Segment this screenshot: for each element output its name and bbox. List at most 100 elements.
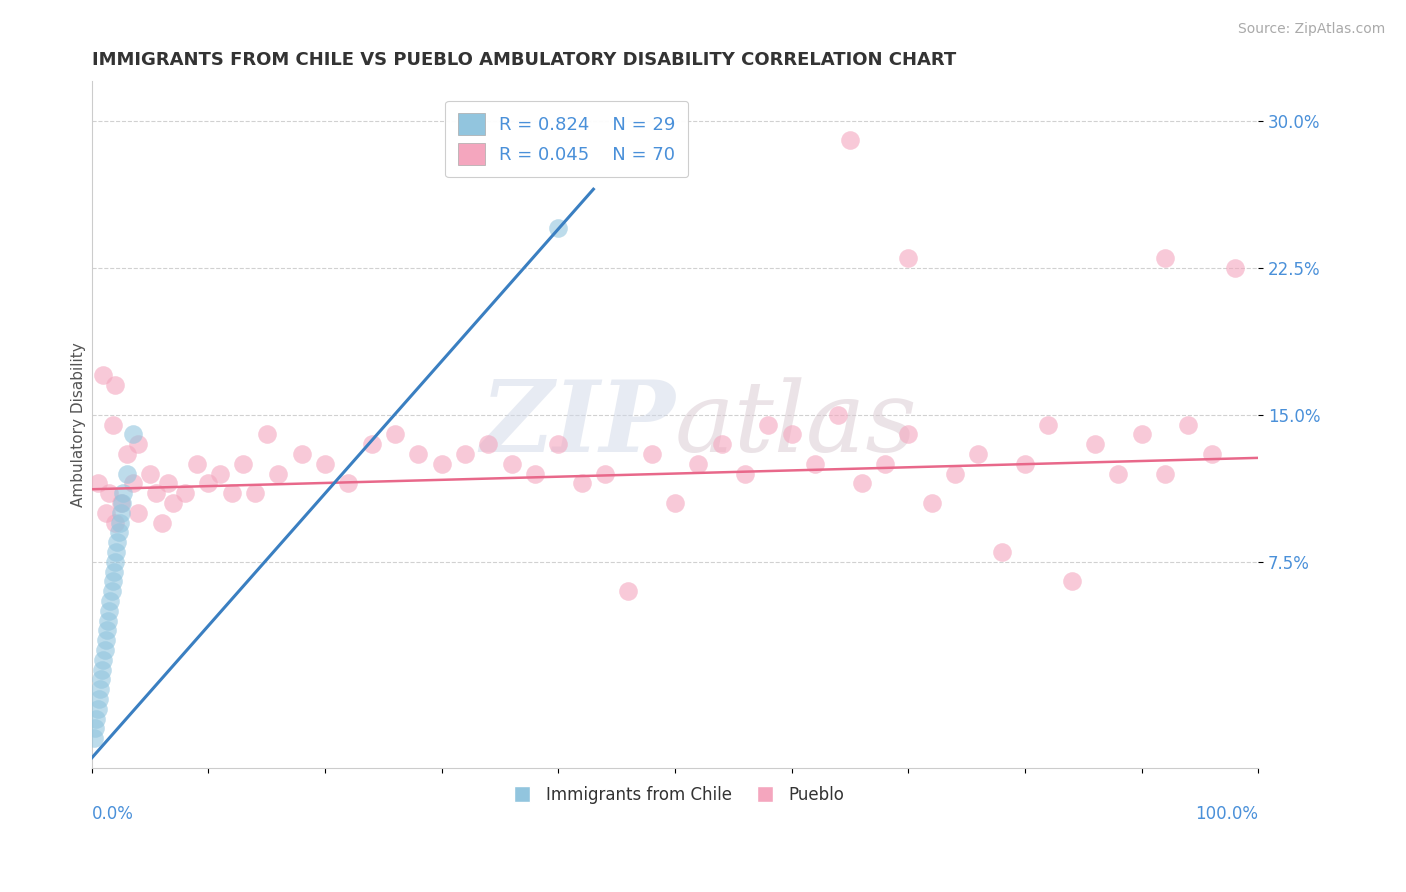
Point	[827, 408, 849, 422]
Legend: Immigrants from Chile, Pueblo: Immigrants from Chile, Pueblo	[499, 780, 851, 811]
Point	[921, 496, 943, 510]
Point	[1177, 417, 1199, 432]
Point	[100, 584, 122, 599]
Point	[804, 457, 827, 471]
Text: IMMIGRANTS FROM CHILE VS PUEBLO AMBULATORY DISABILITY CORRELATION CHART: IMMIGRANTS FROM CHILE VS PUEBLO AMBULATO…	[91, 51, 956, 69]
Point	[547, 437, 569, 451]
Point	[314, 457, 336, 471]
Point	[710, 437, 733, 451]
Text: atlas: atlas	[675, 377, 918, 472]
Point	[115, 447, 138, 461]
Point	[477, 437, 499, 451]
Point	[1060, 574, 1083, 589]
Point	[100, 594, 122, 608]
Point	[139, 467, 162, 481]
Point	[758, 417, 780, 432]
Point	[97, 614, 120, 628]
Text: Source: ZipAtlas.com: Source: ZipAtlas.com	[1237, 22, 1385, 37]
Point	[156, 476, 179, 491]
Text: 0.0%: 0.0%	[91, 805, 134, 823]
Point	[1038, 417, 1060, 432]
Point	[571, 476, 593, 491]
Point	[454, 447, 477, 461]
Point	[430, 457, 453, 471]
Point	[243, 486, 266, 500]
Point	[104, 555, 127, 569]
Point	[197, 476, 219, 491]
Point	[107, 535, 129, 549]
Point	[688, 457, 710, 471]
Point	[593, 467, 616, 481]
Point	[1084, 437, 1107, 451]
Point	[87, 692, 110, 706]
Point	[103, 565, 125, 579]
Point	[93, 368, 115, 383]
Point	[232, 457, 254, 471]
Point	[83, 731, 105, 746]
Point	[89, 682, 111, 697]
Point	[162, 496, 184, 510]
Point	[291, 447, 314, 461]
Point	[93, 653, 115, 667]
Point	[1154, 467, 1177, 481]
Point	[1014, 457, 1036, 471]
Point	[641, 447, 664, 461]
Point	[174, 486, 197, 500]
Point	[96, 624, 118, 638]
Point	[110, 496, 132, 510]
Point	[86, 712, 108, 726]
Text: 100.0%: 100.0%	[1195, 805, 1258, 823]
Text: ZIP: ZIP	[479, 376, 675, 473]
Point	[839, 133, 862, 147]
Point	[86, 476, 108, 491]
Point	[501, 457, 523, 471]
Point	[186, 457, 208, 471]
Point	[121, 427, 143, 442]
Point	[107, 525, 129, 540]
Point	[101, 574, 124, 589]
Point	[110, 506, 132, 520]
Point	[943, 467, 966, 481]
Point	[104, 378, 127, 392]
Point	[98, 604, 121, 618]
Point	[98, 486, 121, 500]
Point	[104, 516, 127, 530]
Point	[1130, 427, 1153, 442]
Point	[145, 486, 167, 500]
Point	[221, 486, 243, 500]
Point	[91, 663, 114, 677]
Point	[990, 545, 1012, 559]
Point	[86, 702, 108, 716]
Point	[1223, 260, 1246, 275]
Point	[108, 516, 131, 530]
Point	[1201, 447, 1223, 461]
Point	[1154, 251, 1177, 265]
Point	[897, 427, 920, 442]
Point	[93, 643, 115, 657]
Point	[127, 437, 149, 451]
Point	[873, 457, 896, 471]
Point	[84, 722, 107, 736]
Point	[360, 437, 382, 451]
Point	[851, 476, 873, 491]
Point	[337, 476, 360, 491]
Point	[105, 545, 128, 559]
Point	[121, 476, 143, 491]
Point	[734, 467, 756, 481]
Point	[1107, 467, 1129, 481]
Point	[384, 427, 406, 442]
Point	[90, 673, 112, 687]
Point	[408, 447, 430, 461]
Point	[115, 467, 138, 481]
Point	[897, 251, 920, 265]
Point	[524, 467, 547, 481]
Point	[780, 427, 803, 442]
Point	[101, 417, 124, 432]
Point	[150, 516, 173, 530]
Point	[94, 633, 117, 648]
Point	[256, 427, 278, 442]
Point	[664, 496, 686, 510]
Point	[94, 506, 117, 520]
Y-axis label: Ambulatory Disability: Ambulatory Disability	[72, 343, 86, 507]
Point	[967, 447, 990, 461]
